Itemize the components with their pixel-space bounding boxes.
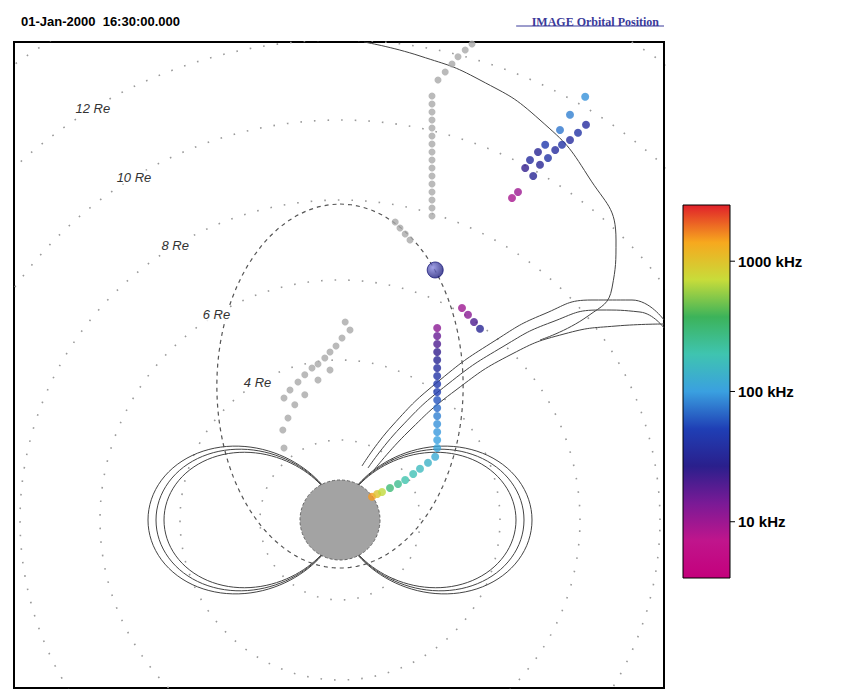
svg-text:6 Re: 6 Re (203, 307, 230, 322)
svg-text:4 Re: 4 Re (244, 375, 271, 390)
svg-text:IMAGE Orbital Position: IMAGE Orbital Position (532, 15, 660, 29)
svg-text:100 kHz: 100 kHz (738, 383, 794, 400)
svg-text:8 Re: 8 Re (161, 238, 188, 253)
svg-text:10 kHz: 10 kHz (738, 513, 786, 530)
svg-text:01-Jan-2000 16:30:00.000: 01-Jan-2000 16:30:00.000 (21, 14, 180, 29)
svg-text:12 Re: 12 Re (75, 101, 110, 116)
svg-text:1000 kHz: 1000 kHz (738, 253, 802, 270)
svg-text:10 Re: 10 Re (117, 170, 152, 185)
